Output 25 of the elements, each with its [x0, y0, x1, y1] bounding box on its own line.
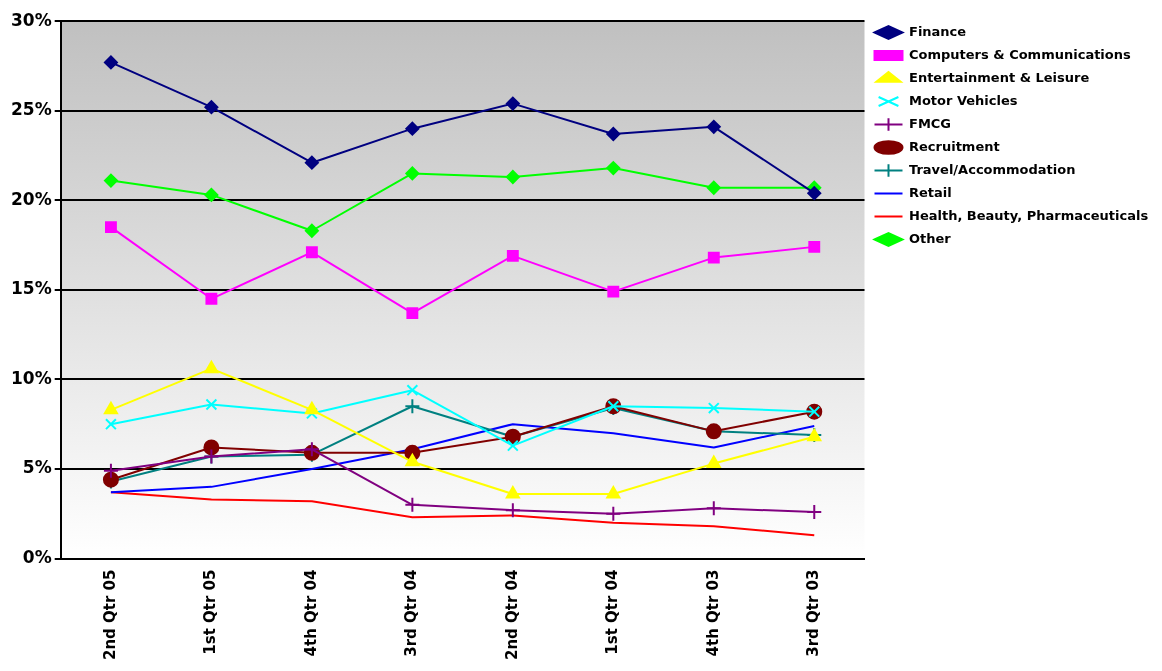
y-tick-label: 10% — [10, 367, 52, 388]
y-tick-label: 5% — [22, 457, 52, 478]
y-tick-label: 20% — [10, 188, 52, 209]
x-tick-label: 2nd Qtr 04 — [502, 569, 521, 661]
legend-label: Travel/Accommodation — [909, 161, 1076, 177]
y-tick-label: 30% — [10, 9, 52, 30]
y-tick-label: 15% — [10, 278, 52, 299]
x-tick-label: 1st Qtr 05 — [201, 569, 220, 655]
legend-label: Other — [909, 230, 952, 246]
legend-label: Entertainment & Leisure — [909, 69, 1090, 85]
x-tick-label: 3rd Qtr 03 — [804, 569, 823, 657]
y-tick-label: 0% — [22, 546, 52, 567]
x-tick-label: 1st Qtr 04 — [603, 569, 622, 655]
legend-label: Health, Beauty, Pharmaceuticals — [909, 207, 1149, 223]
x-tick-label: 3rd Qtr 04 — [402, 569, 421, 657]
x-tick-label: 4th Qtr 03 — [703, 569, 722, 657]
x-tick-label: 4th Qtr 04 — [301, 569, 320, 657]
legend-label: Motor Vehicles — [909, 92, 1018, 108]
x-tick-label: 2nd Qtr 05 — [100, 569, 119, 661]
legend-label: Finance — [909, 23, 967, 39]
legend-label: Computers & Communications — [909, 46, 1132, 62]
legend-label: Retail — [909, 184, 952, 200]
legend-label: Recruitment — [909, 138, 1000, 154]
y-tick-label: 25% — [10, 99, 52, 120]
legend-label: FMCG — [909, 115, 952, 131]
